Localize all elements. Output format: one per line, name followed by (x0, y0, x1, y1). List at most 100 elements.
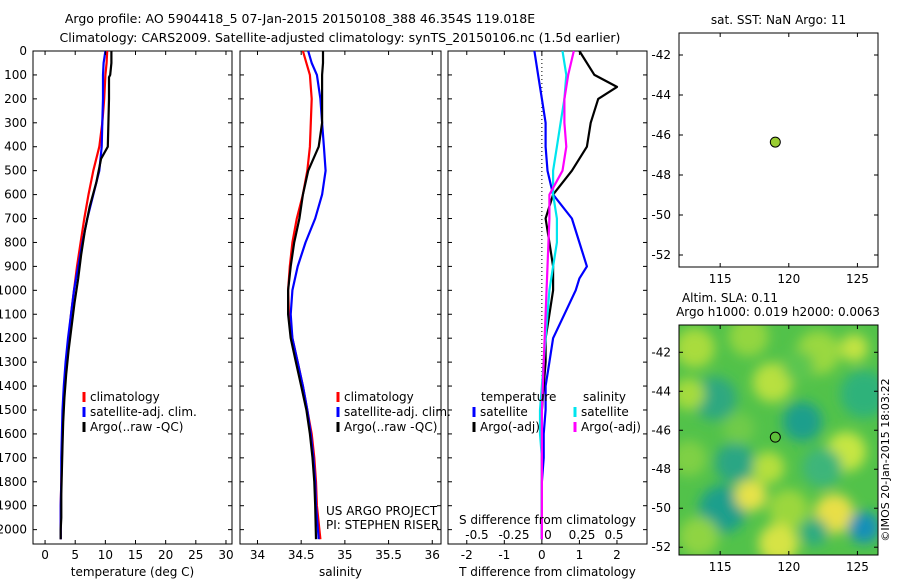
salinity-difference-tick-label: -0.25 (498, 528, 529, 542)
sla-blob-21 (840, 334, 869, 362)
depth-axis-tick-label: 1200 (0, 331, 27, 345)
sla-map-frame (678, 324, 879, 556)
temperature-xaxis-tick-label: 20 (158, 548, 173, 562)
difference-xaxis-tick-label: -2 (461, 548, 473, 562)
sla-blob-22 (679, 378, 705, 410)
difference-xaxis-tick-label: 2 (613, 548, 621, 562)
depth-axis-tick-label: 700 (4, 212, 27, 226)
imos-credit: ©IMOS 20-Jan-2015 18:03:22 (879, 378, 892, 541)
salinity-xaxis-tick-label: 36 (425, 548, 440, 562)
salinity-xaxis-tick-label: 34 (250, 548, 265, 562)
temperature-xaxis-tick-label: 25 (188, 548, 203, 562)
depth-axis-tick-label: 1900 (0, 499, 27, 513)
sst-yaxis-tick-label: -48 (651, 168, 671, 182)
difference-xaxis-tick-label: 1 (576, 548, 584, 562)
salinity-annotation-0: US ARGO PROJECT (326, 504, 438, 518)
temperature-xaxis-tick-label: 30 (218, 548, 233, 562)
sla-yaxis-tick-label: -46 (651, 423, 671, 437)
difference-legend-0-label: satellite (480, 405, 528, 419)
depth-axis-tick-label: 400 (4, 140, 27, 154)
sst-yaxis-tick-label: -46 (651, 128, 671, 142)
temperature-legend-2-label: Argo(..raw -QC) (90, 420, 183, 434)
sla-yaxis-tick-label: -48 (651, 462, 671, 476)
difference-legend-1-label: Argo(-adj) (480, 420, 540, 434)
difference-panel-frame (447, 50, 648, 545)
sst-yaxis-tick-label: -52 (651, 248, 671, 262)
depth-axis-tick-label: 500 (4, 164, 27, 178)
depth-axis-tick-label: 1400 (0, 379, 27, 393)
salinity-legend-0-label: climatology (344, 390, 414, 404)
difference-legend-temperature-title: temperature (481, 390, 556, 404)
depth-axis-tick-label: 900 (4, 259, 27, 273)
sst-map-title: sat. SST: NaN Argo: 11 (711, 13, 846, 27)
sla-field (679, 325, 878, 555)
sla-blob-18 (758, 523, 799, 555)
sst-map-frame (678, 32, 879, 268)
sla-blob-9 (714, 443, 755, 483)
sla-blob-17 (679, 516, 719, 555)
argo-float-location-sla (769, 431, 781, 443)
sst-xaxis-tick-label: 125 (846, 272, 869, 286)
salinity-difference-tick-label: -0.5 (465, 528, 488, 542)
sla-blob-0 (679, 328, 715, 368)
temperature-legend-1-label: satellite-adj. clim. (90, 405, 197, 419)
sla-blob-20 (722, 412, 755, 445)
sla-blob-23 (800, 518, 829, 546)
difference-series-2 (538, 50, 568, 540)
sla-blob-19 (782, 350, 815, 383)
salinity-series-1 (289, 50, 327, 540)
sst-yaxis-tick-label: -42 (651, 48, 671, 62)
temperature-xaxis-tick-label: 0 (41, 548, 49, 562)
salinity-xaxis-tick-label: 35 (337, 548, 352, 562)
difference-series-3 (540, 50, 575, 540)
salinity-legend-1-label: satellite-adj. clim. (344, 405, 451, 419)
depth-axis-tick-label: 300 (4, 116, 27, 130)
depth-axis-tick-label: 0 (19, 44, 27, 58)
sla-map-title-line2: Argo h1000: 0.019 h2000: 0.0063 (676, 305, 880, 319)
sla-blob-10 (752, 451, 785, 484)
difference-series-0 (533, 50, 589, 540)
salinity-legend-2-label: Argo(..raw -QC) (344, 420, 437, 434)
temperature-xaxis-tick-label: 5 (71, 548, 79, 562)
sla-xaxis-tick-label: 125 (846, 560, 869, 574)
sla-blob-4 (692, 376, 737, 421)
temperature-series-1 (59, 50, 107, 540)
depth-axis-tick-label: 1500 (0, 403, 27, 417)
salinity-difference-xlabel: S difference from climatology (459, 513, 636, 527)
sla-blob-6 (782, 401, 823, 442)
salinity-difference-tick-label: 0.5 (604, 528, 623, 542)
depth-axis-tick-label: 600 (4, 188, 27, 202)
sla-yaxis-tick-label: -50 (651, 501, 671, 515)
figure-title-line2: Climatology: CARS2009. Satellite-adjuste… (60, 30, 621, 45)
depth-axis-tick-label: 1800 (0, 475, 27, 489)
difference-legend-salinity-title: salinity (583, 390, 626, 404)
difference-legend-2-label: satellite (581, 405, 629, 419)
temperature-xaxis-tick-label: 10 (98, 548, 113, 562)
temperature-series-2 (59, 51, 113, 540)
depth-axis-tick-label: 200 (4, 92, 27, 106)
difference-legend-3-label: Argo(-adj) (581, 420, 641, 434)
temperature-legend-0-label: climatology (90, 390, 160, 404)
difference-xaxis-tick-label: -1 (498, 548, 510, 562)
chart-panels: 0 5 10 15 20 25 300100200300400500600700800900… (0, 13, 880, 579)
temperature-panel-frame (32, 50, 233, 545)
sst-xaxis-tick-label: 120 (777, 272, 800, 286)
sla-yaxis-tick-label: -44 (651, 384, 671, 398)
sla-blob-14 (768, 489, 809, 529)
sla-yaxis-tick-label: -52 (651, 540, 671, 554)
sla-xaxis-tick-label: 120 (777, 560, 800, 574)
salinity-xaxis-tick-label: 34.5 (288, 548, 315, 562)
depth-axis-tick-label: 2000 (0, 523, 27, 537)
depth-axis-tick-label: 1300 (0, 355, 27, 369)
sla-blob-5 (752, 362, 793, 403)
salinity-annotation-1: PI: STEPHEN RISER (326, 518, 439, 532)
sla-map-title-line1: Altim. SLA: 0.11 (682, 291, 778, 305)
sla-blob-13 (734, 479, 767, 512)
sla-blob-1 (728, 325, 769, 357)
sst-xaxis-tick-label: 115 (709, 272, 732, 286)
difference-series-1 (540, 50, 619, 540)
sla-field-blobs (679, 325, 878, 555)
depth-axis-tick-label: 800 (4, 235, 27, 249)
salinity-difference-tick-label: 0 (544, 528, 552, 542)
